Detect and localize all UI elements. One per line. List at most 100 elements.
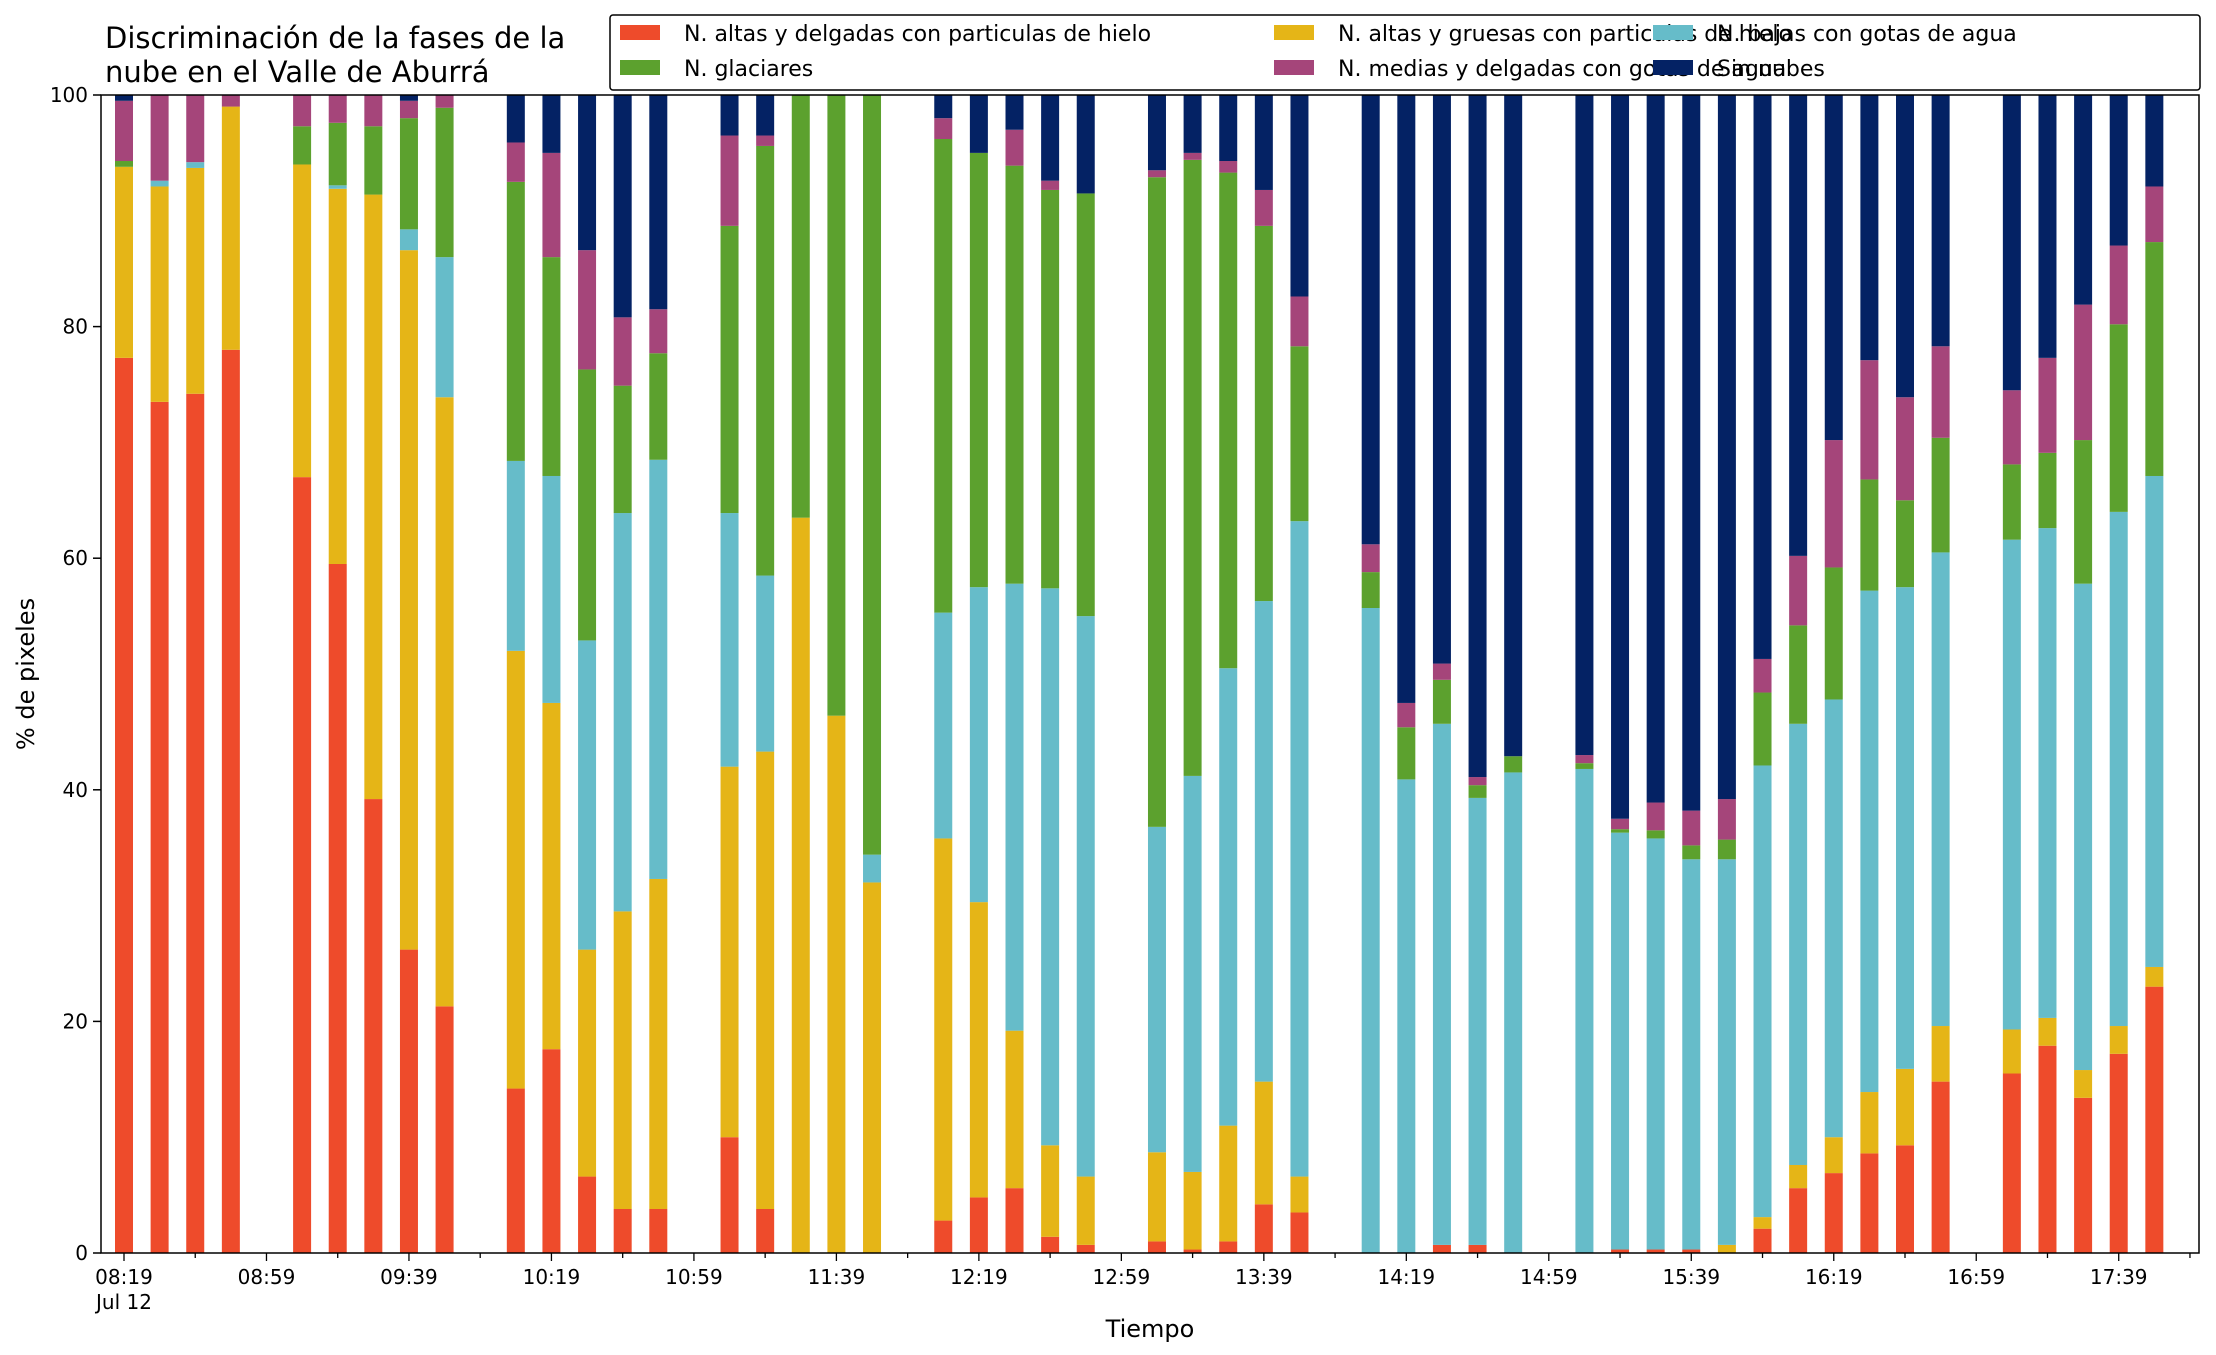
bar-segment-40-series-3 (1789, 625, 1808, 724)
bar-segment-42-series-1 (1860, 1092, 1879, 1154)
bar-segment-1-series-4 (150, 95, 169, 181)
bar-segment-20-series-2 (969, 587, 988, 903)
bar-segment-20-series-1 (969, 902, 988, 1198)
bar-segment-15-series-2 (756, 575, 775, 752)
bar-segment-18-series-1 (863, 882, 882, 1253)
bar-segment-27-series-4 (1254, 189, 1273, 226)
bar-segment-15-series-3 (756, 145, 775, 576)
x-tick-label-3: 10:19 (523, 1265, 581, 1289)
x-tick-label-7: 12:59 (1093, 1265, 1151, 1289)
x-tick-label-2: 09:39 (380, 1265, 438, 1289)
bar-segment-19-series-3 (934, 139, 953, 613)
legend-label-0: N. altas y delgadas con particulas de hi… (684, 22, 1151, 47)
bar-segment-38-series-5 (1717, 95, 1736, 800)
bar-segment-6-series-0 (364, 799, 383, 1253)
bar-segment-13-series-5 (649, 95, 668, 310)
bar-segment-43-series-4 (1896, 397, 1914, 501)
y-tick-label-3: 60 (63, 546, 88, 570)
bar-segment-9-series-5 (506, 95, 525, 143)
bar-segment-36-series-5 (1646, 95, 1665, 803)
x-tick-label-5: 11:39 (808, 1265, 866, 1289)
bar-segment-47-series-0 (2074, 1097, 2093, 1253)
bar-segment-6-series-3 (364, 126, 383, 195)
bar-segment-30-series-3 (1397, 727, 1416, 780)
x-tick-label-14: 17:39 (2090, 1265, 2148, 1289)
bar-segment-32-series-3 (1468, 785, 1487, 798)
bar-segment-2-series-0 (186, 393, 205, 1253)
bars-layer (115, 95, 2164, 1253)
bar-segment-19-series-0 (934, 1220, 953, 1253)
bar-segment-15-series-0 (756, 1209, 775, 1253)
bar-segment-44-series-1 (1931, 1026, 1950, 1082)
bar-segment-41-series-5 (1824, 95, 1843, 441)
bar-segment-3-series-0 (221, 349, 240, 1253)
chart-title-line-2: nube en el Valle de Aburrá (105, 55, 490, 89)
bar-segment-1-series-1 (150, 186, 169, 402)
bar-segment-12-series-2 (613, 513, 632, 912)
bar-segment-4-series-0 (293, 477, 312, 1253)
bar-segment-12-series-4 (613, 317, 632, 386)
bar-segment-38-series-1 (1717, 1244, 1736, 1253)
bar-segment-44-series-0 (1931, 1081, 1950, 1253)
x-tick-label-6: 12:19 (950, 1265, 1008, 1289)
bar-segment-7-series-0 (399, 949, 418, 1253)
chart-title-line-1: Discriminación de la fases de la (105, 21, 565, 55)
bar-segment-7-series-1 (399, 250, 418, 950)
bar-segment-40-series-5 (1789, 95, 1808, 556)
bar-segment-40-series-2 (1789, 723, 1808, 1165)
bar-segment-28-series-1 (1290, 1176, 1309, 1213)
x-tick-label-9: 14:19 (1377, 1265, 1435, 1289)
bar-segment-14-series-4 (720, 135, 739, 226)
bar-segment-43-series-5 (1896, 95, 1914, 398)
bar-segment-40-series-1 (1789, 1164, 1808, 1189)
bar-segment-48-series-1 (2109, 1026, 2128, 1054)
bar-segment-33-series-5 (1504, 95, 1523, 757)
bar-segment-41-series-2 (1824, 699, 1843, 1138)
bar-segment-23-series-1 (1076, 1176, 1095, 1245)
bar-segment-30-series-2 (1397, 779, 1416, 1253)
x-tick-label-13: 16:59 (1947, 1265, 2005, 1289)
bar-segment-45-series-2 (2002, 539, 2021, 1030)
bar-segment-28-series-0 (1290, 1212, 1309, 1253)
bar-segment-28-series-4 (1290, 296, 1309, 347)
bar-segment-19-series-2 (934, 612, 953, 839)
bar-segment-23-series-2 (1076, 616, 1095, 1177)
bar-segment-41-series-3 (1824, 567, 1843, 700)
bar-segment-15-series-4 (756, 135, 775, 146)
legend-label-2: N. bajas con gotas de agua (1717, 22, 2017, 47)
bar-segment-17-series-1 (827, 715, 846, 1253)
x-tick-label-12: 16:19 (1805, 1265, 1863, 1289)
bar-segment-42-series-2 (1860, 590, 1879, 1093)
bar-segment-21-series-2 (1005, 583, 1024, 1031)
bar-segment-36-series-0 (1646, 1249, 1665, 1253)
bar-segment-48-series-4 (2109, 245, 2128, 325)
bar-segment-1-series-0 (150, 401, 169, 1253)
bar-segment-4-series-1 (293, 164, 312, 478)
bar-segment-0-series-4 (115, 100, 133, 162)
legend-label-5: Sin nubes (1717, 57, 1825, 82)
bar-segment-45-series-0 (2002, 1073, 2021, 1253)
bar-segment-38-series-4 (1717, 799, 1736, 840)
bar-segment-2-series-2 (186, 162, 205, 168)
x-tick-label-8: 13:39 (1235, 1265, 1293, 1289)
bar-segment-32-series-2 (1468, 797, 1487, 1245)
legend-label-1: N. altas y gruesas con particulas de hie… (1338, 22, 1792, 47)
bar-segment-45-series-4 (2002, 390, 2021, 465)
bar-segment-42-series-5 (1860, 95, 1879, 361)
bar-segment-49-series-1 (2145, 966, 2164, 987)
x-tick-label-11: 15:39 (1662, 1265, 1720, 1289)
bar-segment-2-series-1 (186, 167, 205, 394)
bar-segment-18-series-2 (863, 854, 882, 883)
y-axis-ticks: 0 20 40 60 80 100 (50, 83, 101, 1265)
x-tick-label-4: 10:59 (665, 1265, 723, 1289)
y-tick-label-2: 40 (63, 778, 88, 802)
bar-segment-28-series-3 (1290, 346, 1309, 522)
bar-segment-16-series-1 (791, 517, 810, 1253)
bar-segment-11-series-1 (578, 949, 597, 1177)
bar-segment-9-series-2 (506, 460, 525, 651)
bar-segment-42-series-3 (1860, 479, 1879, 591)
bar-segment-25-series-4 (1183, 152, 1202, 160)
bar-segment-37-series-2 (1682, 859, 1701, 1250)
bar-segment-44-series-4 (1931, 346, 1950, 438)
x-tick-label-0: 08:19 (95, 1265, 153, 1289)
